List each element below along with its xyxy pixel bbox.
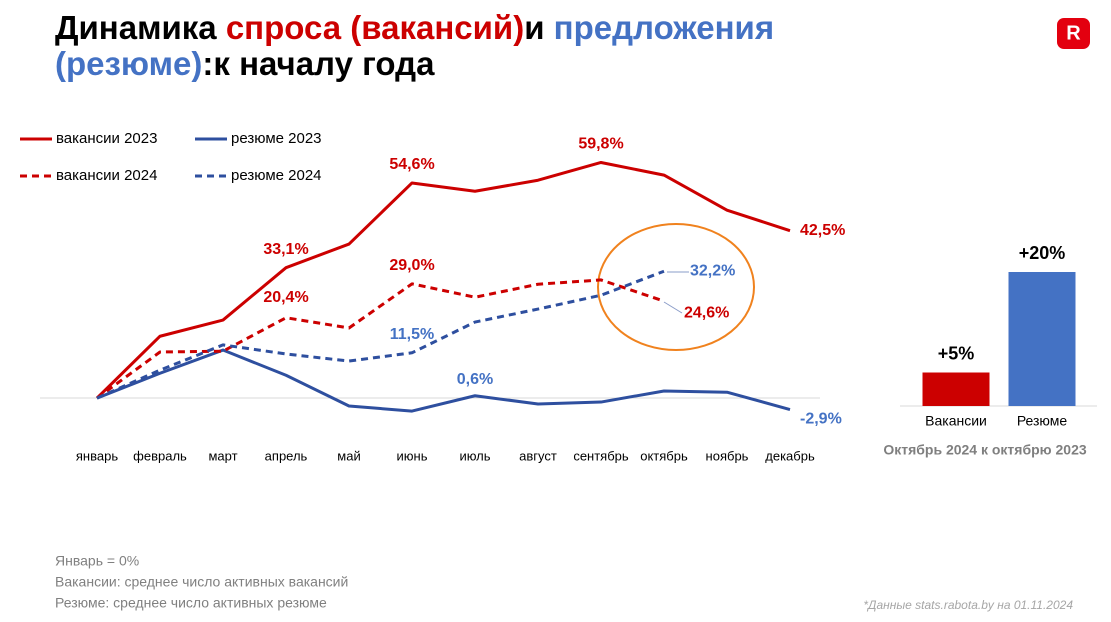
bar	[1008, 272, 1076, 406]
data-label: 33,1%	[263, 241, 308, 258]
x-tick-label: Резюме	[1017, 413, 1068, 429]
title-part: предложения	[554, 9, 774, 46]
x-tick-label: июль	[459, 448, 490, 463]
x-tick-label: июнь	[397, 448, 428, 463]
x-tick-label: январь	[76, 448, 118, 463]
note: Вакансии: среднее число активных ваканси…	[55, 574, 348, 590]
legend-label: вакансии 2023	[56, 130, 157, 147]
legend-label: резюме 2023	[231, 130, 322, 147]
title-part: спроса (вакансий)	[226, 9, 524, 46]
legend-label: вакансии 2024	[56, 167, 157, 184]
logo-box	[1057, 18, 1090, 49]
x-tick-label: апрель	[265, 448, 308, 463]
title: Динамика спроса (вакансий)и предложения	[55, 9, 774, 46]
series-line	[96, 278, 665, 400]
title-part: Динамика	[55, 9, 226, 46]
data-label: 32,2%	[690, 262, 735, 279]
data-label: -2,9%	[800, 411, 842, 428]
data-label: 59,8%	[578, 136, 623, 153]
data-label: 29,0%	[389, 257, 434, 274]
highlight-ellipse	[597, 223, 755, 351]
x-tick-label: октябрь	[640, 448, 688, 463]
title-part: и	[524, 9, 553, 46]
data-label: 42,5%	[800, 222, 845, 239]
data-label: 24,6%	[684, 304, 729, 321]
title-part: :к началу года	[202, 45, 435, 82]
data-label: +20%	[1019, 243, 1066, 263]
logo: R	[1066, 22, 1081, 44]
x-tick-label: март	[208, 448, 237, 463]
bar	[922, 372, 990, 406]
data-label: +5%	[938, 343, 975, 363]
x-tick-label: декабрь	[765, 448, 815, 463]
chart-subtitle: Октябрь 2024 к октябрю 2023	[883, 442, 1087, 458]
title-part: (резюме)	[55, 45, 202, 82]
data-label: 54,6%	[389, 156, 434, 173]
series-line	[96, 269, 665, 400]
leader-line	[663, 301, 683, 314]
series-line	[96, 348, 791, 413]
x-tick-label: Вакансии	[925, 413, 987, 429]
x-tick-label: февраль	[133, 448, 187, 463]
data-label: 20,4%	[263, 289, 308, 306]
x-tick-label: ноябрь	[706, 448, 749, 463]
x-tick-label: май	[337, 448, 360, 463]
x-tick-label: сентябрь	[573, 448, 629, 463]
note: Январь = 0%	[55, 553, 139, 569]
title: (резюме):к началу года	[55, 45, 435, 82]
series-line	[95, 160, 791, 400]
x-tick-label: август	[519, 448, 557, 463]
data-label: 0,6%	[457, 371, 493, 388]
note: Резюме: среднее число активных резюме	[55, 595, 327, 611]
data-label: 11,5%	[390, 326, 434, 343]
legend-label: резюме 2024	[231, 167, 322, 184]
source: *Данные stats.rabota.by на 01.11.2024	[863, 598, 1073, 612]
